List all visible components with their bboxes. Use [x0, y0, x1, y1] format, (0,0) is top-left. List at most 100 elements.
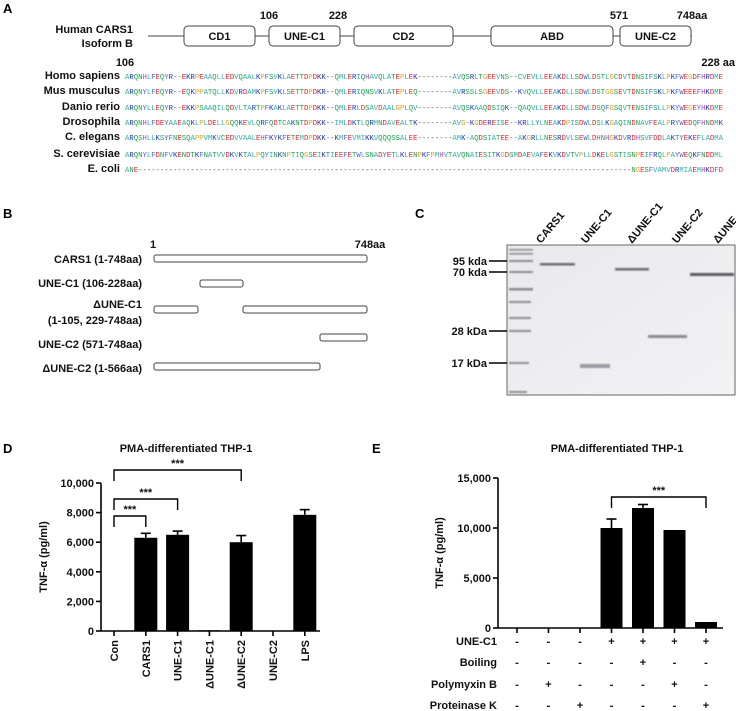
- residue: S: [182, 135, 187, 143]
- residue: G: [610, 152, 615, 160]
- residue: V: [644, 135, 649, 143]
- significance-bracket: [610, 496, 707, 508]
- residue: P: [195, 89, 200, 97]
- residue: K: [557, 89, 562, 97]
- residue: I: [644, 152, 648, 160]
- residue: -: [448, 135, 452, 143]
- residue: Q: [527, 105, 532, 113]
- residue: I: [361, 135, 365, 143]
- residue: D: [658, 135, 663, 143]
- residue: E: [719, 89, 724, 97]
- residue: -: [417, 105, 421, 113]
- residue: G: [636, 167, 641, 175]
- residue: P: [308, 105, 313, 113]
- residue: E: [492, 120, 497, 128]
- residue: Q: [134, 135, 139, 143]
- isoform-label: Isoform B: [82, 38, 133, 50]
- residue: E: [631, 105, 636, 113]
- domain-cd1: CD1: [183, 25, 256, 47]
- residue: A: [452, 152, 457, 160]
- residue: Y: [142, 105, 147, 113]
- panel-letter-c: C: [415, 206, 425, 221]
- residue: K: [335, 135, 340, 143]
- residue: T: [479, 74, 484, 82]
- residue: S: [505, 89, 510, 97]
- residue: Q: [527, 89, 532, 97]
- residue: E: [684, 74, 689, 82]
- marker-label-95: 95 kda: [453, 256, 488, 268]
- residue: V: [531, 89, 536, 97]
- sequence-alignment: Homo sapiens ARQNHLFEQYR--EKRPEAAQLLEDVQA…: [44, 70, 724, 175]
- residue: E: [409, 152, 414, 160]
- residue: K: [378, 89, 383, 97]
- residue: L: [540, 89, 545, 97]
- construct-label-une-c2: UNE-C2 (571-748aa): [38, 339, 142, 351]
- domain-une-c1: UNE-C1: [268, 25, 341, 47]
- residue: E: [479, 152, 484, 160]
- residue: Q: [225, 105, 230, 113]
- residue: M: [457, 135, 462, 143]
- residue: -: [335, 167, 339, 175]
- residue: S: [575, 105, 580, 113]
- residue: V: [553, 152, 558, 160]
- residue: Y: [164, 89, 169, 97]
- residue: K: [496, 152, 501, 160]
- residue: V: [623, 89, 628, 97]
- construct-start: 1: [150, 239, 156, 251]
- residue: L: [566, 74, 571, 82]
- residue: D: [579, 105, 584, 113]
- residue: K: [470, 120, 475, 128]
- residue: -: [439, 74, 443, 82]
- residue: Q: [413, 89, 418, 97]
- condition-mark: -: [641, 679, 645, 691]
- residue: -: [147, 167, 151, 175]
- residue: N: [138, 152, 142, 160]
- condition-label: Proteinase K: [430, 700, 497, 711]
- residue: T: [675, 135, 680, 143]
- residue: T: [496, 135, 501, 143]
- residue: T: [627, 74, 632, 82]
- residue: I: [644, 89, 648, 97]
- residue: K: [352, 120, 357, 128]
- residue: R: [461, 89, 466, 97]
- y-tick-label: 10,000: [457, 523, 491, 535]
- residue: W: [679, 74, 684, 82]
- residue: V: [644, 120, 649, 128]
- residue: -: [326, 74, 330, 82]
- residue: A: [400, 135, 405, 143]
- residue: -: [234, 167, 238, 175]
- residue: L: [252, 120, 257, 128]
- residue: -: [461, 167, 465, 175]
- residue: -: [492, 167, 496, 175]
- residue: -: [505, 167, 509, 175]
- residue: L: [662, 105, 667, 113]
- residue: F: [649, 135, 653, 143]
- residue: Y: [383, 152, 388, 160]
- species-label: Danio rerio: [62, 101, 120, 113]
- residue: F: [151, 152, 155, 160]
- residue: R: [531, 135, 536, 143]
- residue: L: [361, 120, 366, 128]
- construct-bar-cars1: [153, 254, 368, 263]
- residue: E: [134, 167, 139, 175]
- residue: -: [439, 167, 443, 175]
- residue: A: [173, 120, 178, 128]
- condition-mark: -: [704, 657, 708, 669]
- residue: -: [426, 74, 430, 82]
- marker-label-17: 17 kDa: [452, 358, 488, 370]
- significance-label: ***: [171, 458, 185, 470]
- y-tick-label: 0: [88, 626, 94, 638]
- residue: Q: [238, 74, 243, 82]
- residue: L: [527, 120, 532, 128]
- residue: -: [417, 120, 421, 128]
- residue: E: [396, 120, 401, 128]
- construct-label-delta-une-c1-range: (1-105, 229-748aa): [48, 315, 143, 327]
- residue: Q: [383, 135, 388, 143]
- residue: R: [129, 120, 134, 128]
- residue: Q: [500, 105, 505, 113]
- residue: -: [448, 89, 452, 97]
- residue: D: [313, 135, 318, 143]
- residue: L: [151, 135, 156, 143]
- residue: L: [151, 105, 156, 113]
- residue: Q: [160, 74, 165, 82]
